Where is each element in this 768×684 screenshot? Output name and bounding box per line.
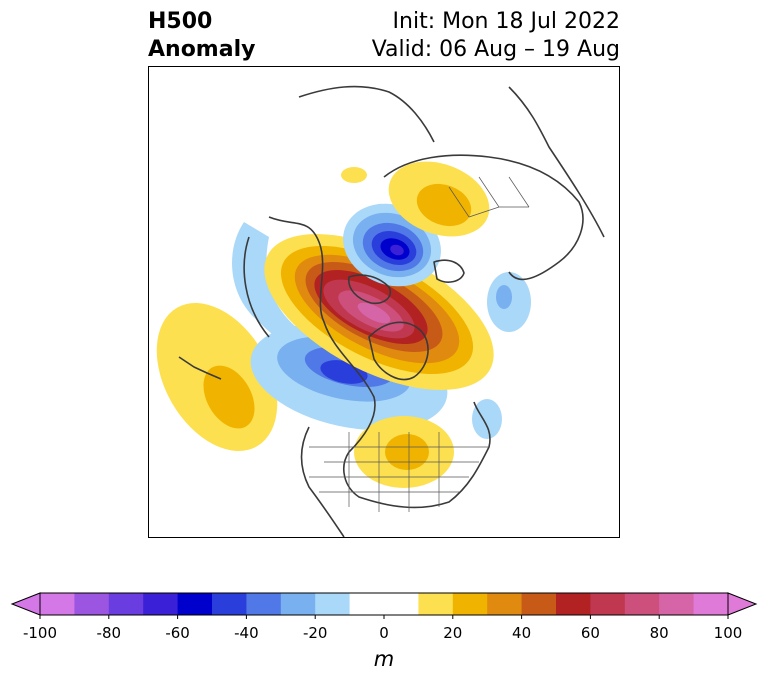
colorbar-bin [556,593,591,615]
map-svg [156,85,605,537]
colorbar-tick-label: 20 [443,624,463,642]
colorbar-bin [74,593,110,615]
colorbar-bin [659,593,695,615]
colorbar-bin [624,593,660,615]
colorbar-tick-label: -100 [22,624,58,642]
coastlines [178,85,605,537]
alaska-trough [232,222,309,349]
colorbar-bin [521,593,557,615]
title-field: Anomaly [148,37,256,62]
political-borders [309,176,530,512]
colorbar-bin [108,593,144,615]
colorbar-svg [10,592,758,619]
anomaly-shading [156,161,531,488]
colorbar-tick-label: -20 [302,624,328,642]
kara-sea-trough [343,203,441,287]
colorbar-bin [384,593,419,615]
colorbar [10,590,758,620]
init-date: Init: Mon 18 Jul 2022 [392,9,620,34]
north-atlantic-trough [472,399,502,439]
anomaly-map [148,66,620,538]
colorbar-tick-label: 60 [580,624,600,642]
colorbar-tick-label: 40 [512,624,532,642]
colorbar-extend-low [10,592,41,616]
colorbar-bin [143,593,179,615]
colorbar-tick-label: 100 [713,624,743,642]
valid-range: Valid: 06 Aug – 19 Aug [371,37,620,62]
colorbar-bin [315,593,351,615]
colorbar-bin [590,593,626,615]
colorbar-unit: m [373,647,395,671]
colorbar-bin [693,593,729,615]
colorbar-bin [280,593,316,615]
colorbar-extend-high [727,592,758,616]
colorbar-tick-label: 80 [649,624,669,642]
colorbar-bin [418,593,454,615]
colorbar-tick-label: -80 [96,624,122,642]
title-block: H500 Anomaly [148,8,255,64]
colorbar-bin [212,593,247,615]
colorbar-tick-label: -60 [165,624,190,642]
colorbar-tick-label: -40 [234,624,259,642]
colorbar-bin [40,593,75,615]
title-variable: H500 [148,9,213,34]
colorbar-bin [177,593,213,615]
date-block: Init: Mon 18 Jul 2022 Valid: 06 Aug – 19… [372,8,620,64]
colorbar-bin [246,593,282,615]
colorbar-tick-label: 0 [379,624,389,642]
colorbar-bin [487,593,523,615]
colorbar-bin [349,593,385,615]
siberia-ridge [341,161,490,237]
chukchi-trough [487,272,531,332]
colorbar-bin [452,593,488,615]
